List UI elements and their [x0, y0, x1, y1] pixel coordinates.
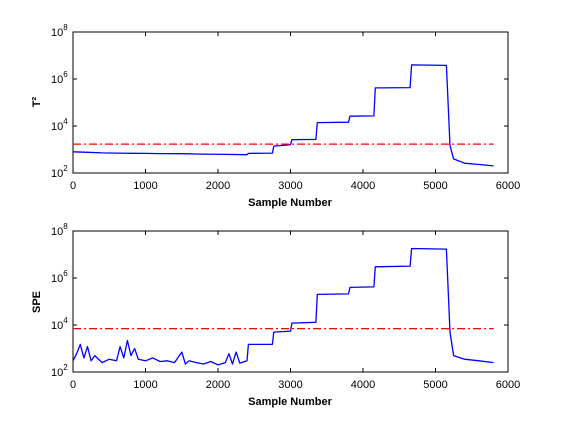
spe-x-tick-label: 0 [70, 379, 76, 391]
spe-y-tick-label: 108 [51, 222, 68, 238]
spe-ticks: 0 1000 2000 3000 4000 5000 6000 102 104 106 108 [51, 222, 520, 391]
spe-y-axis-label: SPE [31, 291, 43, 313]
spe-plot-area [72, 230, 509, 373]
spe-y-tick-label: 106 [51, 269, 68, 285]
spe-x-tick-label: 1000 [133, 379, 157, 391]
t2-x-tick-label: 2000 [206, 180, 230, 192]
spe-x-tick-label: 3000 [278, 379, 302, 391]
t2-x-tick-label: 1000 [133, 180, 157, 192]
t2-y-tick-label: 108 [51, 23, 68, 39]
t2-series [72, 64, 494, 167]
t2-x-tick-label: 0 [70, 180, 76, 192]
spe-x-tick-label: 4000 [351, 379, 375, 391]
t2-y-tick-label: 102 [51, 164, 68, 180]
spe-x-tick-label: 6000 [496, 379, 520, 391]
t2-x-axis-label: Sample Number [248, 197, 332, 209]
spe-x-axis-label: Sample Number [248, 396, 332, 408]
t2-x-tick-label: 3000 [278, 180, 302, 192]
spe-y-tick-label: 104 [51, 316, 68, 332]
t2-chart-panel: 0 1000 2000 3000 4000 5000 6000 102 104 106 108 Sa… [31, 23, 520, 209]
spe-x-tick-label: 2000 [206, 379, 230, 391]
t2-y-tick-label: 104 [51, 117, 68, 133]
t2-statistic-line [72, 64, 494, 167]
t2-x-tick-label: 6000 [496, 180, 520, 192]
spe-chart-panel: 0 1000 2000 3000 4000 5000 6000 102 104 106 108 Sa… [31, 222, 520, 408]
spe-series [72, 247, 494, 366]
t2-x-tick-label: 4000 [351, 180, 375, 192]
t2-y-axis-label: T² [31, 96, 43, 107]
t2-y-tick-label: 106 [51, 70, 68, 86]
spe-y-tick-label: 102 [51, 363, 68, 379]
t2-x-tick-label: 5000 [423, 180, 447, 192]
t2-ticks: 0 1000 2000 3000 4000 5000 6000 102 104 106 108 [51, 23, 520, 192]
spe-x-tick-label: 5000 [423, 379, 447, 391]
spe-statistic-line [72, 247, 494, 366]
t2-plot-area [72, 31, 509, 174]
